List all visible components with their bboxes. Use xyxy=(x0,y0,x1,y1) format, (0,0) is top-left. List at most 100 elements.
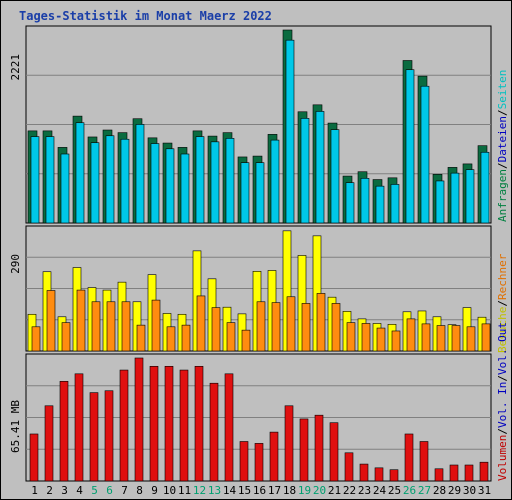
x-tick-label: 17 xyxy=(268,484,281,497)
bar-volumen xyxy=(434,468,444,482)
bar-seiten xyxy=(210,141,220,224)
bar-volumen xyxy=(299,418,309,482)
bar-volumen xyxy=(194,365,204,482)
bar-seiten xyxy=(30,136,40,224)
bar-seiten xyxy=(435,180,445,224)
bar-volumen xyxy=(74,373,84,482)
bar-seiten xyxy=(105,135,115,224)
legend-bottom: Volumen/Vol. In/Vol. Out xyxy=(496,322,509,481)
bar-rechner xyxy=(316,293,326,352)
bar-rechner xyxy=(181,324,191,352)
x-tick-label: 11 xyxy=(178,484,191,497)
x-tick-label: 2 xyxy=(46,484,53,497)
bar-rechner xyxy=(331,303,341,352)
bar-rechner xyxy=(121,301,131,352)
bar-volumen xyxy=(44,405,54,482)
legend-entry: / xyxy=(496,162,509,170)
bar-volumen xyxy=(89,392,99,482)
bar-seiten xyxy=(465,169,475,224)
bar-rechner xyxy=(286,296,296,352)
x-tick-label: 19 xyxy=(298,484,311,497)
bar-rechner xyxy=(376,327,386,352)
x-tick-label: 16 xyxy=(253,484,266,497)
bar-seiten xyxy=(375,185,385,224)
legend-entry: Seiten xyxy=(496,69,509,110)
bar-seiten xyxy=(480,151,490,224)
x-tick-label: 26 xyxy=(403,484,416,497)
bar-rechner xyxy=(391,330,401,352)
bar-rechner xyxy=(226,322,236,352)
bar-rechner xyxy=(76,289,86,352)
bar-rechner xyxy=(91,301,101,352)
x-tick-label: 12 xyxy=(193,484,206,497)
bar-volumen xyxy=(134,357,144,482)
bar-rechner xyxy=(46,290,56,352)
bar-seiten xyxy=(225,138,235,224)
x-tick-label: 1 xyxy=(31,484,38,497)
legend-entry: / xyxy=(496,428,509,435)
bar-rechner xyxy=(481,323,491,352)
bar-seiten xyxy=(255,162,265,224)
bar-volumen xyxy=(374,467,384,482)
bar-rechner xyxy=(136,324,146,352)
bar-seiten xyxy=(75,122,85,224)
x-tick-label: 23 xyxy=(358,484,371,497)
bar-volumen xyxy=(314,414,324,482)
bar-volumen xyxy=(209,382,219,482)
bar-rechner xyxy=(256,301,266,352)
bar-volumen xyxy=(389,469,399,482)
bar-volumen xyxy=(329,422,339,482)
bar-seiten xyxy=(405,69,415,224)
y-max-label: 290 xyxy=(9,254,22,274)
bar-rechner xyxy=(301,303,311,352)
x-tick-label: 7 xyxy=(121,484,128,497)
legend-entry: Dateien xyxy=(496,116,509,163)
bar-seiten xyxy=(240,162,250,224)
x-tick-label: 8 xyxy=(136,484,143,497)
bar-rechner xyxy=(361,323,371,352)
bar-volumen xyxy=(179,369,189,482)
legend-entry: Vol. In xyxy=(496,381,509,429)
bar-rechner xyxy=(406,318,416,352)
bar-rechner xyxy=(151,299,161,352)
bar-seiten xyxy=(345,182,355,224)
bar-volumen xyxy=(224,373,234,482)
legend-top: Anfragen/Dateien/Seiten xyxy=(496,70,509,222)
x-tick-label: 13 xyxy=(208,484,221,497)
legend-entry: / xyxy=(496,109,509,117)
bar-volumen xyxy=(239,441,249,482)
legend-entry: Anfragen xyxy=(496,169,509,222)
bar-volumen xyxy=(359,463,369,482)
bar-rechner xyxy=(421,323,431,352)
bar-volumen xyxy=(449,464,459,482)
bar-seiten xyxy=(390,184,400,224)
bar-rechner xyxy=(466,326,476,352)
x-tick-label: 29 xyxy=(448,484,461,497)
bar-seiten xyxy=(330,129,340,224)
bar-rechner xyxy=(31,326,41,352)
bar-volumen xyxy=(59,381,69,482)
y-max-label: 65.41 MB xyxy=(9,400,22,453)
x-tick-label: 14 xyxy=(223,484,237,497)
x-tick-label: 22 xyxy=(343,484,356,497)
bar-seiten xyxy=(420,85,430,224)
bar-volumen xyxy=(149,365,159,482)
x-tick-label: 25 xyxy=(388,484,401,497)
x-tick-label: 21 xyxy=(328,484,341,497)
x-tick-label: 30 xyxy=(463,484,476,497)
bar-rechner xyxy=(271,302,281,352)
bar-volumen xyxy=(119,369,129,482)
x-tick-label: 3 xyxy=(61,484,68,497)
bar-volumen xyxy=(419,441,429,482)
bar-volumen xyxy=(464,464,474,482)
bar-rechner xyxy=(106,301,116,352)
bar-volumen xyxy=(284,405,294,482)
bar-seiten xyxy=(315,111,325,224)
bar-seiten xyxy=(60,153,70,224)
bar-seiten xyxy=(135,124,145,224)
y-max-label: 2221 xyxy=(9,54,22,81)
x-tick-label: 18 xyxy=(283,484,296,497)
x-tick-label: 15 xyxy=(238,484,251,497)
